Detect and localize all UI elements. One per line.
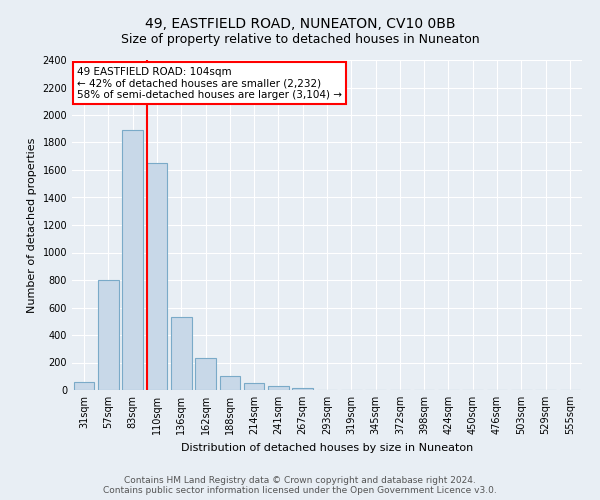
Bar	[268, 386, 289, 390]
Y-axis label: Number of detached properties: Number of detached properties	[27, 138, 37, 312]
Bar	[74, 382, 94, 390]
Text: 49 EASTFIELD ROAD: 104sqm
← 42% of detached houses are smaller (2,232)
58% of se: 49 EASTFIELD ROAD: 104sqm ← 42% of detac…	[77, 66, 342, 100]
Text: Size of property relative to detached houses in Nuneaton: Size of property relative to detached ho…	[121, 32, 479, 46]
Bar	[220, 376, 240, 390]
X-axis label: Distribution of detached houses by size in Nuneaton: Distribution of detached houses by size …	[181, 442, 473, 452]
Bar	[292, 388, 313, 390]
Bar	[98, 280, 119, 390]
Text: Contains HM Land Registry data © Crown copyright and database right 2024.
Contai: Contains HM Land Registry data © Crown c…	[103, 476, 497, 495]
Text: 49, EASTFIELD ROAD, NUNEATON, CV10 0BB: 49, EASTFIELD ROAD, NUNEATON, CV10 0BB	[145, 18, 455, 32]
Bar	[122, 130, 143, 390]
Bar	[171, 317, 191, 390]
Bar	[195, 358, 216, 390]
Bar	[146, 163, 167, 390]
Bar	[244, 383, 265, 390]
